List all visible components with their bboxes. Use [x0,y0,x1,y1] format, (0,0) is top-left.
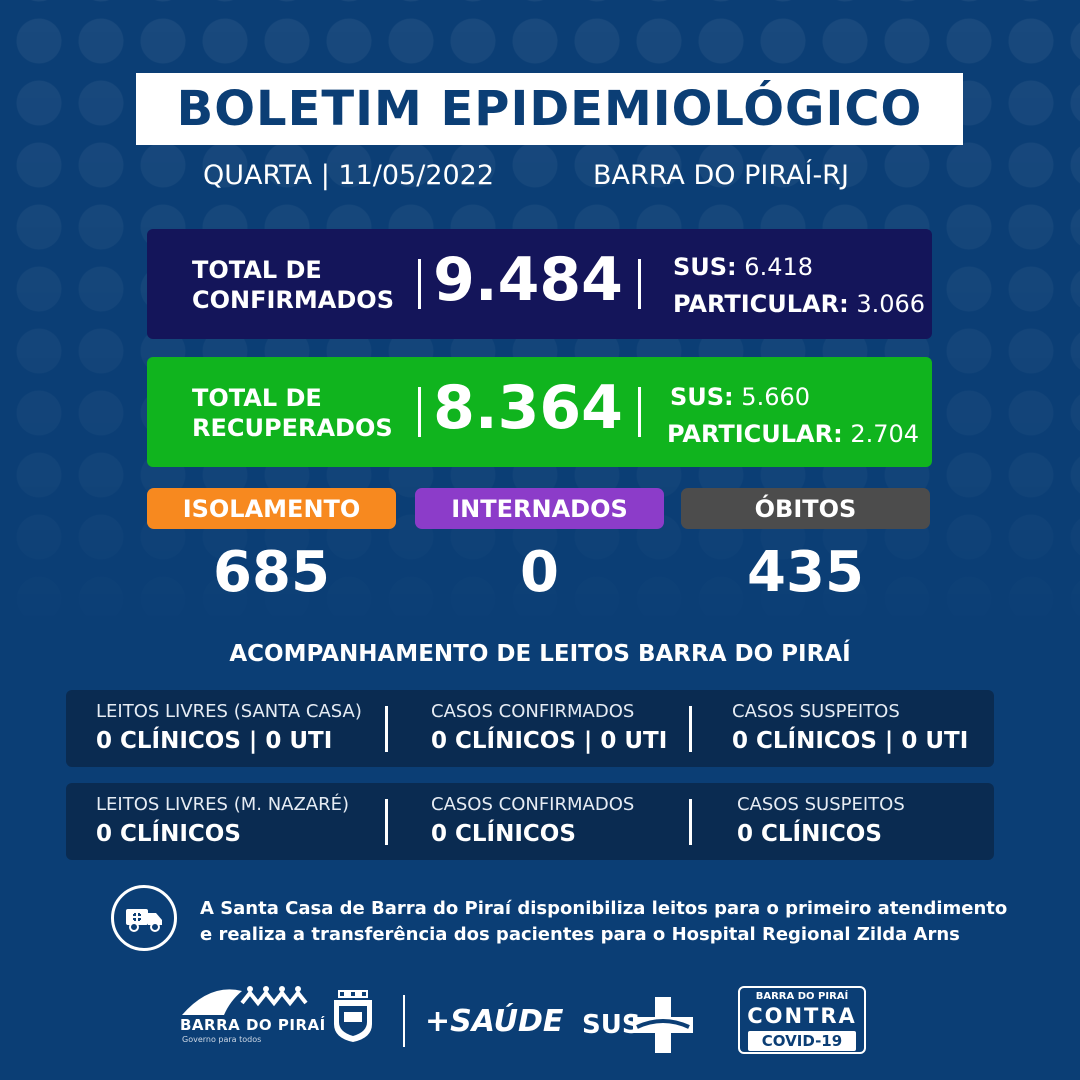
divider [418,387,421,437]
recovered-sus-value: 5.660 [741,383,811,411]
confirmed-sus-label: SUS: [673,253,737,281]
recovered-label-line1: TOTAL DE [192,384,322,412]
beds-cell-header: LEITOS LIVRES (M. NAZARÉ) [96,794,350,815]
deaths-count: 435 [747,540,864,605]
beds-cell-suspected: CASOS SUSPEITOS 0 CLÍNICOS | 0 UTI [732,700,968,758]
info-line1: A Santa Casa de Barra do Piraí disponibi… [200,898,1008,919]
confirmed-label-line1: TOTAL DE [192,256,322,284]
page-title: BOLETIM EPIDEMIOLÓGICO [176,81,923,137]
covid-badge-line1: BARRA DO PIRAÍ [755,991,849,1002]
divider [385,706,388,752]
beds-cell-value: 0 CLÍNICOS [737,821,882,847]
confirmed-private: PARTICULAR: 3.066 [673,286,925,322]
beds-cell-value: 0 CLÍNICOS | 0 UTI [431,728,668,754]
covid-badge-line3: COVID-19 [748,1031,856,1051]
footer-divider [403,995,405,1047]
confirmed-sus-value: 6.418 [744,253,814,281]
recovered-private: PARTICULAR: 2.704 [667,416,919,452]
sus-logo: SUS [582,1010,641,1040]
isolation-count: 685 [213,540,330,605]
recovered-private-value: 2.704 [850,420,920,448]
recovered-private-label: PARTICULAR: [667,420,843,448]
confirmed-label-line2: CONFIRMADOS [192,286,394,314]
hospitalized-badge: INTERNADOS [415,488,664,529]
beds-cell-value: 0 CLÍNICOS [431,821,576,847]
beds-cell-free: LEITOS LIVRES (M. NAZARÉ) 0 CLÍNICOS [96,793,349,851]
covid-campaign-badge: BARRA DO PIRAÍ CONTRA COVID-19 [738,986,866,1054]
beds-cell-suspected: CASOS SUSPEITOS 0 CLÍNICOS [737,793,905,851]
recovered-card: TOTAL DE RECUPERADOS 8.364 SUS: 5.660 PA… [147,357,932,467]
confirmed-card: TOTAL DE CONFIRMADOS 9.484 SUS: 6.418 PA… [147,229,932,339]
beds-cell-confirmed: CASOS CONFIRMADOS 0 CLÍNICOS [431,793,634,851]
divider [638,387,641,437]
divider [689,799,692,845]
beds-cell-value: 0 CLÍNICOS [96,821,241,847]
recovered-label: TOTAL DE RECUPERADOS [192,383,393,443]
divider [418,259,421,309]
confirmed-label: TOTAL DE CONFIRMADOS [192,255,394,315]
beds-cell-header: LEITOS LIVRES (SANTA CASA) [96,701,362,722]
city-logo: BARRA DO PIRAÍ Governo para todos [180,983,325,1044]
beds-cell-value: 0 CLÍNICOS | 0 UTI [732,728,969,754]
beds-row-nazare: LEITOS LIVRES (M. NAZARÉ) 0 CLÍNICOS CAS… [66,783,994,860]
report-city: BARRA DO PIRAÍ-RJ [593,160,849,191]
confirmed-total-value: 9.484 [433,245,623,315]
city-logo-sub: Governo para todos [182,1035,262,1044]
recovered-sus-label: SUS: [670,383,734,411]
isolation-badge: ISOLAMENTO [147,488,396,529]
recovered-total-value: 8.364 [433,373,623,443]
beds-cell-header: CASOS SUSPEITOS [732,701,900,722]
recovered-sus: SUS: 5.660 [670,379,810,415]
sus-cross-icon [633,997,693,1053]
city-crest-icon [330,990,376,1044]
hospitalized-count: 0 [520,540,559,605]
city-logo-name: BARRA DO PIRAÍ [180,1016,326,1034]
divider [638,259,641,309]
beds-cell-header: CASOS SUSPEITOS [737,794,905,815]
beds-cell-header: CASOS CONFIRMADOS [431,701,635,722]
beds-cell-confirmed: CASOS CONFIRMADOS 0 CLÍNICOS | 0 UTI [431,700,667,758]
ambulance-icon [111,885,177,951]
beds-cell-header: CASOS CONFIRMADOS [431,794,635,815]
beds-row-santa-casa: LEITOS LIVRES (SANTA CASA) 0 CLÍNICOS | … [66,690,994,767]
covid-badge-line2: CONTRA [747,1004,857,1028]
confirmed-private-value: 3.066 [856,290,926,318]
info-note: A Santa Casa de Barra do Piraí disponibi… [200,896,1007,948]
saude-logo: +SAÚDE [425,1004,564,1039]
divider [385,799,388,845]
confirmed-private-label: PARTICULAR: [673,290,849,318]
confirmed-sus: SUS: 6.418 [673,249,813,285]
divider [689,706,692,752]
beds-cell-value: 0 CLÍNICOS | 0 UTI [96,728,333,754]
report-date: QUARTA | 11/05/2022 [203,160,495,191]
beds-section-title: ACOMPANHAMENTO DE LEITOS BARRA DO PIRAÍ [229,641,851,667]
deaths-badge: ÓBITOS [681,488,930,529]
title-banner: BOLETIM EPIDEMIOLÓGICO [136,73,963,145]
recovered-label-line2: RECUPERADOS [192,414,393,442]
beds-cell-free: LEITOS LIVRES (SANTA CASA) 0 CLÍNICOS | … [96,700,362,758]
info-line2: e realiza a transferência dos pacientes … [200,924,960,945]
